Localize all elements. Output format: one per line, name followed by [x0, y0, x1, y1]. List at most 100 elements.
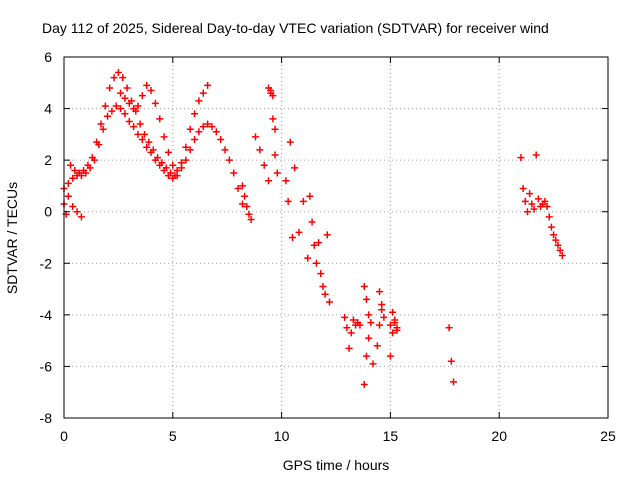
data-point-arc-h: [389, 329, 397, 337]
data-point-arc-f: [271, 125, 279, 133]
data-point-arc-f: [306, 192, 314, 200]
x-axis-label: GPS time / hours: [283, 457, 390, 473]
data-point-arc-f: [269, 92, 277, 100]
axis-ticks: 0 5 10 15 20 25 -8 -6 -4 -2 0 2 4 6: [40, 49, 616, 444]
data-point-arc-a: [143, 143, 151, 151]
data-point-arc-i: [552, 236, 560, 244]
data-point-arc-f: [291, 164, 299, 172]
data-point-arc-f: [323, 231, 331, 239]
data-point-arc-a: [238, 200, 246, 208]
data-point-arc-f: [321, 290, 329, 298]
data-point-arc-g: [369, 360, 377, 368]
data-point-arc-b: [84, 161, 92, 169]
data-point-arc-g: [376, 321, 384, 329]
data-point-arc-g: [362, 352, 370, 360]
data-point-arc-f: [284, 197, 292, 205]
data-point-arc-g: [389, 308, 397, 316]
data-point-arc-g: [373, 342, 381, 350]
data-point-arc-f: [265, 84, 273, 92]
data-point-arc-e: [238, 182, 246, 190]
x-tick-label: 20: [491, 428, 507, 444]
data-point-arc-a: [191, 136, 199, 144]
data-point-arc-g: [365, 334, 373, 342]
data-point-arc-a: [69, 174, 77, 182]
data-point-arc-a: [64, 179, 72, 187]
data-point-arc-f: [308, 218, 316, 226]
x-tick-label: 0: [60, 428, 68, 444]
data-point-arc-b: [141, 130, 149, 138]
data-point-arc-b: [97, 120, 105, 128]
data-point-arc-b: [93, 138, 101, 146]
data-point-arc-c: [138, 92, 146, 100]
data-point-arc-e: [245, 210, 253, 218]
data-point-arc-b: [110, 74, 118, 82]
data-point-arc-e: [247, 215, 255, 223]
data-point-arc-b: [136, 120, 144, 128]
data-point-arc-c: [182, 143, 190, 151]
data-point-arc-c: [173, 166, 181, 174]
data-point-arc-h: [378, 301, 386, 309]
data-point-arc-f: [304, 254, 312, 262]
data-point-arc-b: [71, 166, 79, 174]
y-tick-label: 4: [44, 101, 52, 117]
data-point-arc-a: [186, 146, 194, 154]
data-point-arc-g: [345, 344, 353, 352]
data-point-arc-i: [530, 205, 538, 213]
data-point-arc-f: [288, 234, 296, 241]
data-point-arc-i: [545, 213, 553, 221]
data-point-arc-b: [119, 74, 127, 82]
data-point-arc-c: [130, 105, 138, 113]
data-point-arc-f: [312, 259, 320, 267]
data-point-arc-e: [256, 146, 264, 154]
data-point-arc-a: [99, 125, 107, 133]
data-point-arc-i: [550, 231, 558, 239]
data-point-arc-e: [260, 161, 268, 169]
data-point-arc-a: [212, 128, 220, 136]
data-point-arc-g: [360, 380, 368, 388]
x-tick-label: 25: [600, 428, 616, 444]
data-point-arc-g: [347, 329, 355, 337]
data-point-arc-g: [349, 316, 357, 324]
data-point-arc-g: [343, 324, 351, 332]
data-point-arc-c: [147, 87, 155, 95]
data-point-arc-d: [77, 213, 85, 221]
data-point-arc-b: [106, 84, 114, 92]
data-point-arc-h: [391, 316, 399, 324]
data-point-arc-i: [547, 223, 555, 231]
data-markers: [60, 68, 566, 388]
data-point-arc-f: [299, 197, 307, 205]
data-point-arc-i: [558, 252, 566, 260]
data-point-arc-h: [450, 378, 458, 386]
data-point-arc-a: [225, 156, 233, 164]
plot-frame: [63, 56, 609, 419]
data-point-arc-c: [186, 125, 194, 133]
data-point-arc-h: [393, 324, 401, 332]
data-point-arc-g: [386, 352, 394, 360]
data-point-arc-a: [121, 110, 129, 118]
data-point-arc-f: [295, 228, 303, 236]
data-point-arc-a: [230, 169, 238, 177]
data-point-arc-h: [365, 311, 373, 319]
data-point-arc-i: [521, 197, 529, 205]
data-point-arc-c: [191, 110, 199, 118]
data-point-arc-i: [541, 197, 549, 205]
data-point-arc-i: [526, 190, 534, 198]
data-point-arc-i: [517, 154, 525, 162]
data-point-arc-e: [271, 151, 279, 159]
data-point-arc-b: [88, 154, 96, 162]
data-point-arc-e: [251, 133, 259, 141]
y-tick-label: -6: [40, 358, 53, 374]
data-point-arc-h: [447, 357, 455, 365]
data-point-arc-c: [143, 81, 151, 89]
data-point-arc-c: [199, 89, 207, 97]
data-point-arc-e: [265, 177, 273, 185]
data-point-arc-b: [67, 161, 75, 169]
data-point-arc-d: [69, 203, 77, 211]
data-point-arc-b: [149, 146, 157, 154]
data-point-arc-h: [376, 288, 384, 296]
data-point-arc-c: [169, 161, 177, 169]
data-point-arc-c: [156, 115, 164, 123]
data-point-arc-a: [199, 123, 207, 131]
data-point-arc-a: [182, 156, 190, 164]
